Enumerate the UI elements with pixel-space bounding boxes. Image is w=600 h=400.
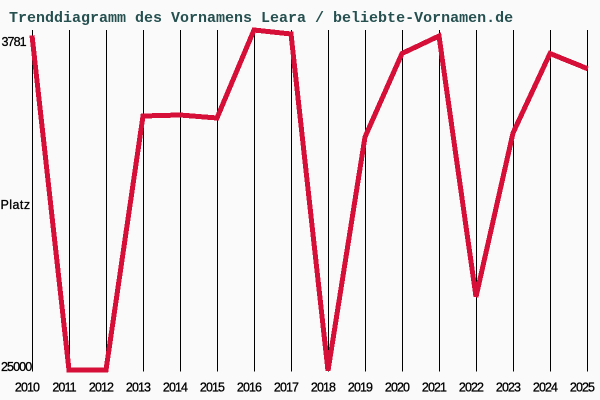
svg-text:2025: 2025 — [570, 381, 595, 395]
svg-text:2010: 2010 — [15, 381, 40, 395]
svg-text:2023: 2023 — [496, 381, 521, 395]
svg-text:2017: 2017 — [274, 381, 299, 395]
svg-text:2024: 2024 — [533, 381, 558, 395]
svg-text:2018: 2018 — [311, 381, 336, 395]
svg-text:2015: 2015 — [200, 381, 225, 395]
svg-text:2020: 2020 — [385, 381, 410, 395]
svg-text:2019: 2019 — [348, 381, 373, 395]
svg-text:Platz: Platz — [1, 198, 31, 212]
svg-text:2014: 2014 — [163, 381, 188, 395]
svg-text:2011: 2011 — [52, 381, 76, 395]
svg-text:2022: 2022 — [459, 381, 484, 395]
svg-text:Trenddiagramm des Vornamens Le: Trenddiagramm des Vornamens Leara / beli… — [9, 10, 513, 27]
svg-text:25000: 25000 — [1, 360, 32, 374]
svg-text:2012: 2012 — [89, 381, 114, 395]
svg-text:2016: 2016 — [237, 381, 262, 395]
svg-text:2013: 2013 — [126, 381, 151, 395]
svg-text:3781: 3781 — [2, 35, 27, 49]
svg-text:2021: 2021 — [422, 381, 447, 395]
